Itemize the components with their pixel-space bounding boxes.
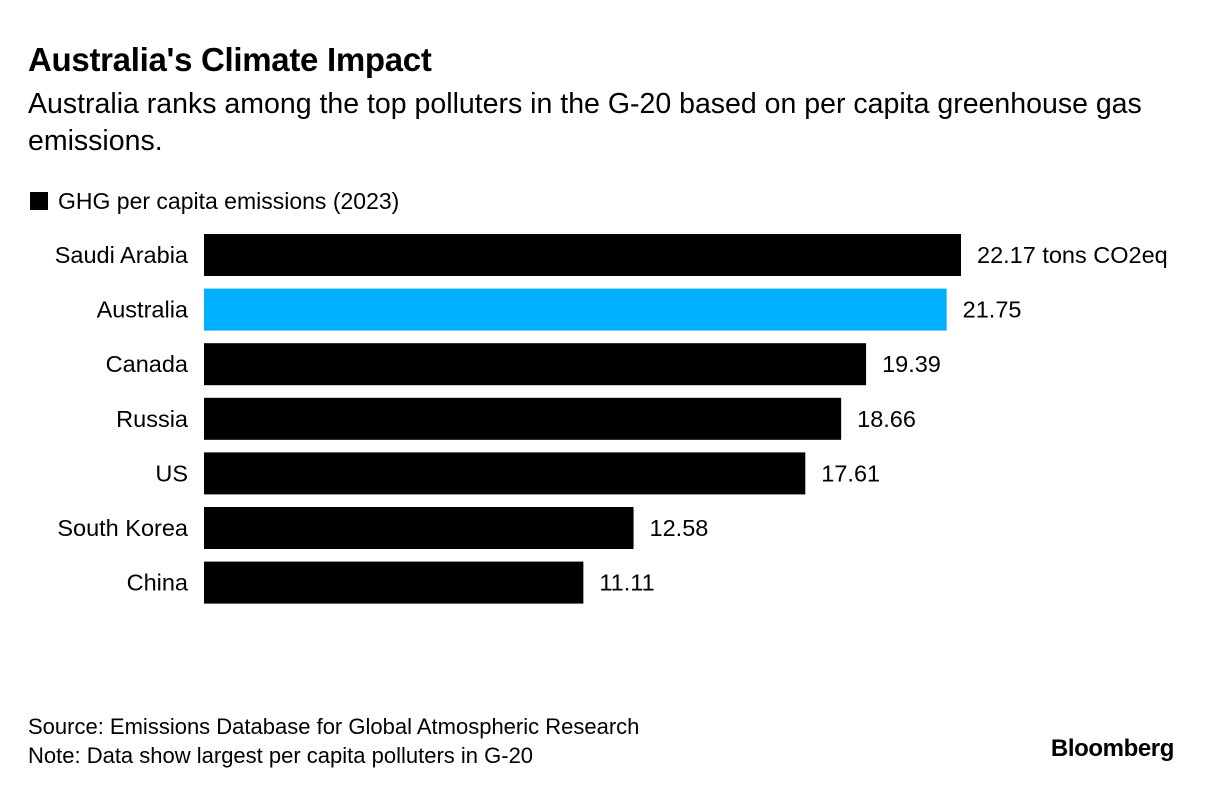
category-label-south-korea: South Korea <box>57 515 189 541</box>
chart-subtitle: Australia ranks among the top polluters … <box>28 88 1142 157</box>
value-label-south-korea: 12.58 <box>650 515 709 541</box>
category-label-australia: Australia <box>97 297 189 323</box>
value-label-canada: 19.39 <box>882 351 941 377</box>
value-label-us: 17.61 <box>821 460 880 486</box>
bloomberg-logo: Bloomberg <box>1050 735 1174 762</box>
legend: GHG per capita emissions (2023) <box>30 186 399 216</box>
value-label-russia: 18.66 <box>857 406 916 432</box>
bar-australia <box>204 288 947 331</box>
bar-chart: Saudi Arabia 22.17 tons CO2eq Australia 21.… <box>55 234 1168 604</box>
bar-south-korea <box>204 507 634 549</box>
legend-label: GHG per capita emissions (2023) <box>58 187 400 214</box>
bar-china <box>204 561 584 604</box>
chart-title: Australia's Climate Impact <box>28 41 432 78</box>
bar-saudi-arabia <box>204 234 961 276</box>
value-label-china: 11.11 <box>599 570 654 596</box>
category-label-us: US <box>155 460 188 486</box>
category-label-china: China <box>127 570 189 596</box>
value-label-australia: 21.75 <box>963 297 1022 323</box>
bar-russia <box>204 397 842 440</box>
bar-us <box>204 452 806 495</box>
data-note: Note: Data show largest per capita pollu… <box>28 743 534 768</box>
value-label-saudi-arabia: 22.17 tons CO2eq <box>977 242 1168 268</box>
bar-canada <box>204 343 867 386</box>
source-note: Source: Emissions Database for Global At… <box>28 714 640 739</box>
footer: Source: Emissions Database for Global At… <box>28 712 639 770</box>
legend-swatch <box>30 192 48 210</box>
category-label-canada: Canada <box>106 351 189 377</box>
category-label-russia: Russia <box>116 406 189 432</box>
category-label-saudi-arabia: Saudi Arabia <box>55 242 189 268</box>
